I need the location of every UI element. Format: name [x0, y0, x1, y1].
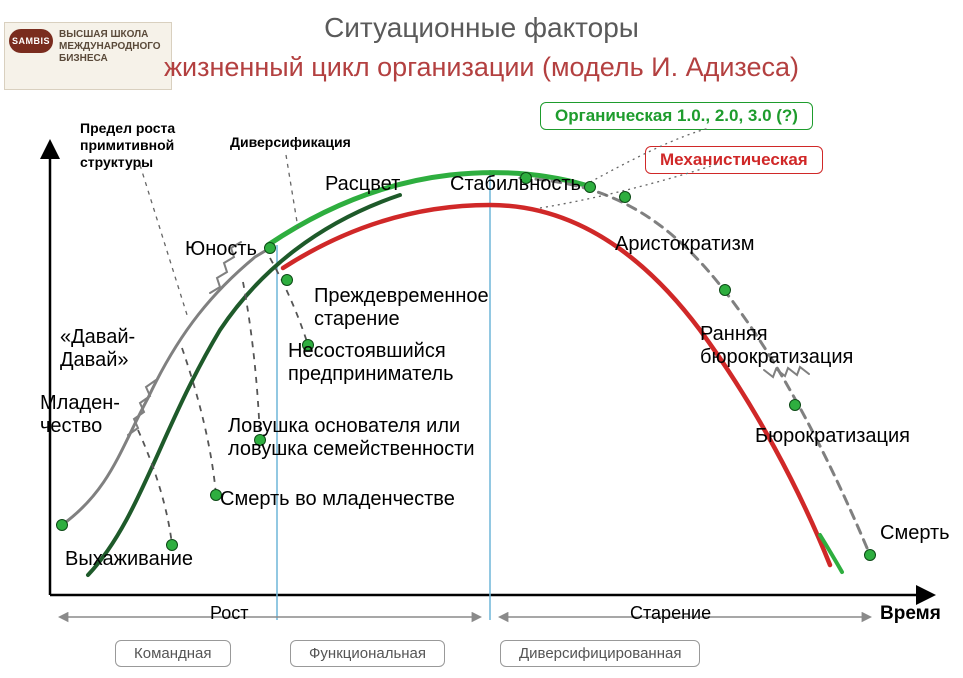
dot-youth [264, 242, 276, 254]
x-axis-label: Время [880, 603, 941, 625]
phase-box: Функциональная [290, 640, 445, 667]
lbl-diversification: Диверсификация [230, 134, 351, 151]
legend-mech: Механистическая [645, 146, 823, 174]
lbl-bureau: Бюрократизация [755, 425, 910, 448]
phase-axis-label: Рост [210, 603, 248, 624]
lbl-infant-death: Смерть во младенчестве [220, 488, 455, 511]
lbl-youth: Юность [185, 238, 257, 261]
lbl-gogo: «Давай- Давай» [60, 326, 135, 372]
dot-early-bureau [719, 284, 731, 296]
dot-aristo [619, 191, 631, 203]
title-sub: жизненный цикл организации (модель И. Ад… [0, 52, 963, 83]
diagram-stage: SAMBIS ВЫСШАЯ ШКОЛА МЕЖДУНАРОДНОГО БИЗНЕ… [0, 0, 963, 678]
lbl-failed-ent: Несостоявшийся предприниматель [288, 340, 454, 386]
dot-death [864, 549, 876, 561]
lbl-prime: Расцвет [325, 173, 400, 196]
lbl-growth-limit: Предел роста примитивной структуры [80, 120, 175, 171]
lbl-founder-trap: Ловушка основателя или ловушка семействе… [228, 415, 475, 461]
phase-box: Командная [115, 640, 231, 667]
phase-box: Диверсифицированная [500, 640, 700, 667]
lbl-early-bureau: Ранняя бюрократизация [700, 323, 853, 369]
lbl-aristo: Аристократизм [615, 233, 755, 256]
lbl-infancy: Младен- чество [40, 392, 120, 438]
dot-green-end [584, 181, 596, 193]
lbl-nursing: Выхаживание [65, 548, 193, 571]
title-main: Ситуационные факторы [0, 12, 963, 44]
dot-bureau [789, 399, 801, 411]
phase-axis-label: Старение [630, 603, 711, 624]
legend-organic: Органическая 1.0., 2.0, 3.0 (?) [540, 102, 813, 130]
lbl-stability: Стабильность [450, 173, 581, 196]
lbl-premature: Преждевременное старение [314, 285, 489, 331]
dot-nursing [56, 519, 68, 531]
dot-premature-aging [281, 274, 293, 286]
lbl-death: Смерть [880, 522, 950, 545]
